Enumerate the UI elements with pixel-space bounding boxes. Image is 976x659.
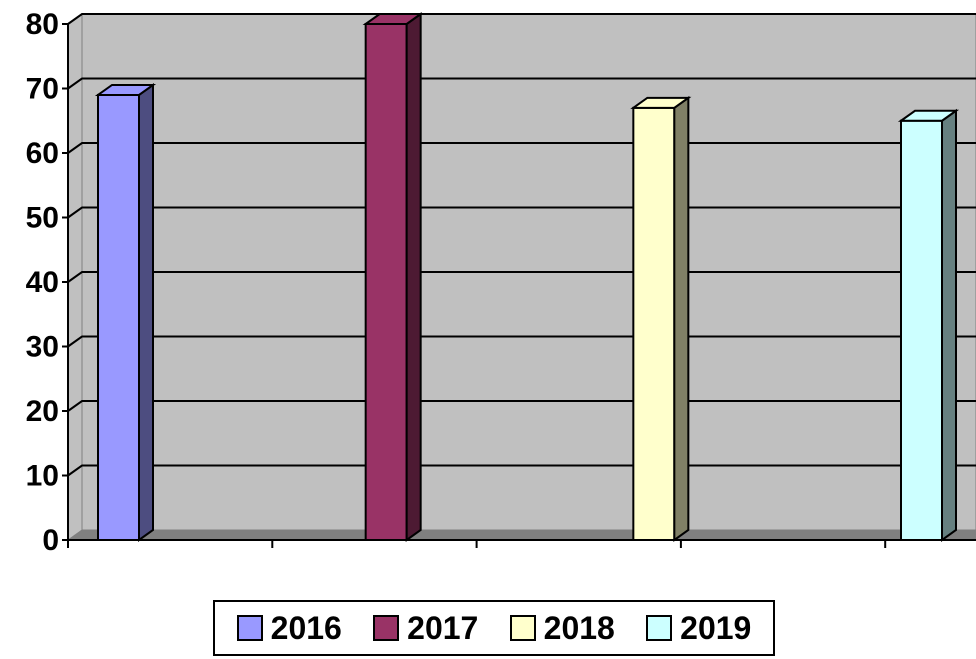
bar-side xyxy=(673,95,690,542)
legend-label: 2016 xyxy=(270,609,342,646)
legend-item-2018: 2018 xyxy=(509,609,615,647)
y-tick-label: 70 xyxy=(26,73,59,106)
bar-top xyxy=(897,109,960,122)
legend-label: 2018 xyxy=(543,609,615,646)
y-axis-ticks: 0 10 20 30 40 50 60 70 80 xyxy=(26,8,68,557)
bars xyxy=(94,12,960,542)
bar-front xyxy=(364,23,408,541)
y-tick-label: 50 xyxy=(26,202,59,235)
legend-item-2016: 2016 xyxy=(236,609,342,647)
bar-side xyxy=(405,12,422,542)
legend-label: 2019 xyxy=(680,609,752,646)
floor xyxy=(68,530,976,540)
legend-item-2017: 2017 xyxy=(373,610,478,647)
bar-front xyxy=(632,106,676,541)
x-axis-ticks xyxy=(67,540,887,548)
y-tick-label: 20 xyxy=(26,395,59,428)
bar-side xyxy=(941,108,957,542)
legend-label: 2017 xyxy=(407,609,479,646)
bar-side xyxy=(138,83,154,542)
legend-swatch xyxy=(646,615,673,641)
legend-item-2019: 2019 xyxy=(646,610,751,647)
legend-swatch xyxy=(373,615,400,641)
y-tick-label: 80 xyxy=(26,8,59,41)
y-tick-label: 40 xyxy=(26,266,59,299)
bar-top xyxy=(362,13,424,25)
bar-chart: 0 10 20 30 40 50 60 70 80 xyxy=(26,8,976,557)
bar-2016 xyxy=(94,83,157,542)
bar-front xyxy=(97,93,140,541)
bar-front xyxy=(900,119,943,541)
y-tick-label: 60 xyxy=(26,137,59,170)
y-tick-label: 30 xyxy=(26,331,59,364)
legend: 2016 2017 2018 2019 xyxy=(213,600,775,656)
bar-2019 xyxy=(897,108,960,542)
bar-2017 xyxy=(362,12,424,542)
y-tick-label: 0 xyxy=(42,524,59,557)
bar-2018 xyxy=(630,95,692,542)
bar-top xyxy=(630,96,692,109)
gridline xyxy=(67,13,976,25)
gridline xyxy=(67,77,976,90)
legend-swatch xyxy=(236,615,263,641)
y-tick-label: 10 xyxy=(26,460,59,493)
legend-swatch xyxy=(509,615,536,641)
bar-top xyxy=(94,83,157,96)
